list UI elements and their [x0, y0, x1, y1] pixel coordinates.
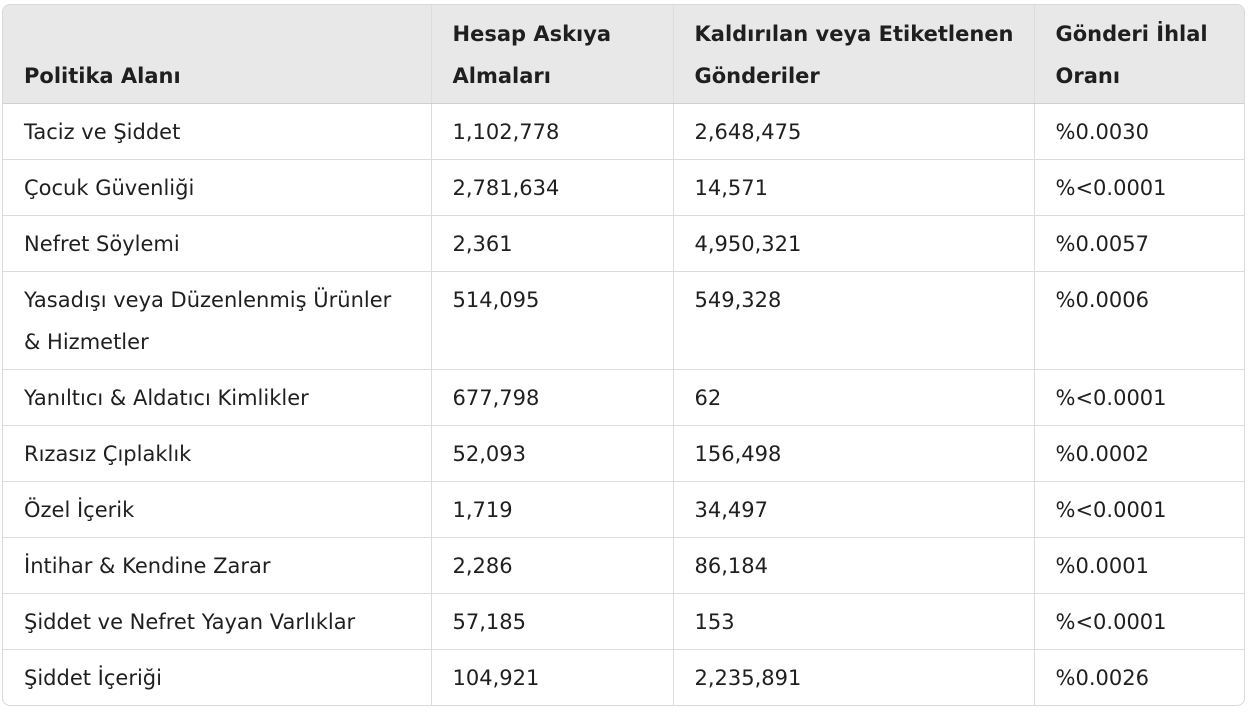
- cell-removed-posts: 156,498: [673, 425, 1035, 482]
- table-row: Yasadışı veya Düzenlenmiş Ürünler & Hizm…: [3, 271, 1244, 370]
- cell-policy-area: Taciz ve Şiddet: [3, 103, 432, 160]
- table-row: Şiddet ve Nefret Yayan Varlıklar 57,185 …: [3, 593, 1244, 650]
- cell-violation-rate: %<0.0001: [1034, 369, 1244, 426]
- header-removed-or-labeled-posts: Kaldırılan veya Etiketlenen Gönderiler: [673, 5, 1035, 104]
- cell-policy-area: Nefret Söylemi: [3, 215, 432, 272]
- cell-violation-rate: %<0.0001: [1034, 481, 1244, 538]
- cell-policy-area: Özel İçerik: [3, 481, 432, 538]
- cell-account-suspensions: 1,102,778: [431, 103, 674, 160]
- table-row: Rızasız Çıplaklık 52,093 156,498 %0.0002: [3, 425, 1244, 482]
- cell-violation-rate: %0.0057: [1034, 215, 1244, 272]
- cell-policy-area: İntihar & Kendine Zarar: [3, 537, 432, 594]
- cell-removed-posts: 2,235,891: [673, 649, 1035, 705]
- cell-policy-area: Yasadışı veya Düzenlenmiş Ürünler & Hizm…: [3, 271, 432, 370]
- cell-account-suspensions: 104,921: [431, 649, 674, 705]
- table-row: Nefret Söylemi 2,361 4,950,321 %0.0057: [3, 215, 1244, 272]
- cell-policy-area: Çocuk Güvenliği: [3, 159, 432, 216]
- cell-policy-area: Şiddet ve Nefret Yayan Varlıklar: [3, 593, 432, 650]
- cell-removed-posts: 2,648,475: [673, 103, 1035, 160]
- header-account-suspensions: Hesap Askıya Almaları: [431, 5, 674, 104]
- cell-violation-rate: %0.0006: [1034, 271, 1244, 370]
- cell-account-suspensions: 52,093: [431, 425, 674, 482]
- cell-removed-posts: 86,184: [673, 537, 1035, 594]
- table-row: Çocuk Güvenliği 2,781,634 14,571 %<0.000…: [3, 159, 1244, 216]
- policy-table-container: Politika Alanı Hesap Askıya Almaları Kal…: [2, 4, 1245, 706]
- cell-policy-area: Yanıltıcı & Aldatıcı Kimlikler: [3, 369, 432, 426]
- cell-policy-area: Rızasız Çıplaklık: [3, 425, 432, 482]
- cell-violation-rate: %0.0002: [1034, 425, 1244, 482]
- cell-removed-posts: 4,950,321: [673, 215, 1035, 272]
- cell-account-suspensions: 57,185: [431, 593, 674, 650]
- cell-removed-posts: 549,328: [673, 271, 1035, 370]
- table-row: İntihar & Kendine Zarar 2,286 86,184 %0.…: [3, 537, 1244, 594]
- cell-violation-rate: %<0.0001: [1034, 593, 1244, 650]
- table-row: Yanıltıcı & Aldatıcı Kimlikler 677,798 6…: [3, 369, 1244, 426]
- header-policy-area: Politika Alanı: [3, 5, 432, 104]
- cell-account-suspensions: 677,798: [431, 369, 674, 426]
- table-row: Taciz ve Şiddet 1,102,778 2,648,475 %0.0…: [3, 103, 1244, 160]
- cell-violation-rate: %<0.0001: [1034, 159, 1244, 216]
- cell-account-suspensions: 1,719: [431, 481, 674, 538]
- cell-removed-posts: 34,497: [673, 481, 1035, 538]
- cell-removed-posts: 14,571: [673, 159, 1035, 216]
- cell-account-suspensions: 2,286: [431, 537, 674, 594]
- cell-account-suspensions: 2,361: [431, 215, 674, 272]
- cell-account-suspensions: 514,095: [431, 271, 674, 370]
- policy-enforcement-table: Politika Alanı Hesap Askıya Almaları Kal…: [3, 5, 1244, 705]
- table-row: Şiddet İçeriği 104,921 2,235,891 %0.0026: [3, 649, 1244, 705]
- cell-account-suspensions: 2,781,634: [431, 159, 674, 216]
- cell-policy-area: Şiddet İçeriği: [3, 649, 432, 705]
- cell-violation-rate: %0.0026: [1055, 666, 1149, 690]
- table-header-row: Politika Alanı Hesap Askıya Almaları Kal…: [3, 5, 1244, 104]
- header-post-violation-rate: Gönderi İhlal Oranı: [1034, 5, 1244, 104]
- cell-removed-posts: 153: [673, 593, 1035, 650]
- cell-violation-rate: %0.0030: [1034, 103, 1244, 160]
- cell-removed-posts: 62: [673, 369, 1035, 426]
- table-row: Özel İçerik 1,719 34,497 %<0.0001: [3, 481, 1244, 538]
- cell-violation-rate: %0.0001: [1034, 537, 1244, 594]
